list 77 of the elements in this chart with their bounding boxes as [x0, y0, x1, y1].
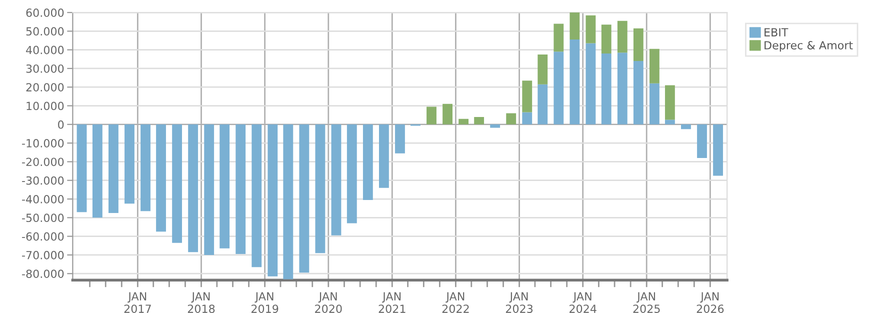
bar — [140, 124, 150, 212]
bar — [664, 120, 675, 124]
bar — [331, 124, 342, 236]
bar — [458, 118, 469, 124]
bar — [538, 84, 548, 124]
bar — [554, 52, 564, 124]
bar — [522, 112, 532, 124]
bar — [474, 116, 484, 124]
bar — [442, 104, 452, 124]
bar — [108, 124, 118, 213]
y-tick-label: 20.000 — [26, 83, 64, 92]
bar — [283, 124, 294, 280]
x-tick-label: JAN 2026 — [696, 292, 724, 313]
x-tick-label: JAN 2019 — [251, 292, 278, 313]
y-tick-label: -80.000 — [22, 270, 64, 278]
bar — [649, 83, 660, 124]
bar — [426, 106, 436, 124]
y-tick-label: 50.000 — [26, 27, 64, 36]
legend-label: Deprec & Amort — [764, 41, 853, 52]
bar — [204, 124, 214, 255]
x-tick-label: JAN 2017 — [124, 292, 151, 313]
bar — [236, 124, 246, 254]
y-tick-label: -50.000 — [22, 214, 64, 222]
bar — [664, 85, 675, 120]
y-tick-label: 60.000 — [26, 8, 64, 17]
bar — [617, 52, 628, 124]
y-tick-label: -70.000 — [22, 250, 64, 260]
y-tick-label: -60.000 — [22, 232, 64, 241]
bar — [522, 80, 532, 112]
bar — [601, 24, 612, 54]
y-tick-label: -10.000 — [22, 139, 64, 148]
bar — [362, 124, 373, 200]
bar — [633, 61, 644, 124]
bar — [124, 124, 134, 204]
bar — [92, 124, 102, 218]
bar — [649, 48, 660, 84]
y-tick-label: -30.000 — [22, 176, 64, 185]
bar — [346, 124, 357, 224]
bar — [586, 43, 596, 124]
legend-label: EBIT — [764, 28, 788, 36]
bar — [681, 124, 691, 130]
x-tick-label: JAN 2021 — [378, 292, 406, 313]
x-tick-label: JAN 2025 — [633, 292, 660, 313]
bar — [315, 124, 326, 254]
bar — [570, 12, 580, 40]
y-tick-label: -20.000 — [22, 158, 64, 166]
bar — [378, 124, 389, 188]
y-tick-label: 10.000 — [26, 102, 64, 110]
x-tick-label: JAN 2023 — [506, 292, 533, 313]
bar — [617, 20, 628, 53]
bar — [570, 40, 580, 124]
bar — [156, 124, 166, 232]
bar — [188, 124, 198, 252]
bar — [506, 113, 516, 124]
bar — [172, 124, 182, 243]
bar — [633, 28, 644, 62]
bar — [76, 124, 87, 212]
bar — [538, 54, 548, 84]
y-tick-label: -40.000 — [22, 194, 64, 204]
bar — [490, 124, 500, 128]
bar — [601, 54, 612, 124]
y-tick-label: 30.000 — [26, 64, 64, 73]
bar — [299, 124, 310, 273]
bar — [268, 124, 278, 276]
bar — [252, 124, 262, 268]
bar — [554, 24, 564, 52]
x-tick-label: JAN 2022 — [442, 292, 469, 313]
y-tick-label: 0 — [58, 120, 64, 129]
bar — [697, 124, 707, 158]
bar — [395, 124, 405, 154]
bar — [713, 124, 723, 176]
bar — [220, 124, 230, 248]
x-tick-label: JAN 2018 — [188, 292, 215, 313]
x-tick-label: JAN 2024 — [570, 292, 596, 313]
x-tick-label: JAN 2020 — [315, 292, 342, 313]
y-tick-label: 40.000 — [26, 46, 64, 54]
bar — [586, 15, 596, 44]
